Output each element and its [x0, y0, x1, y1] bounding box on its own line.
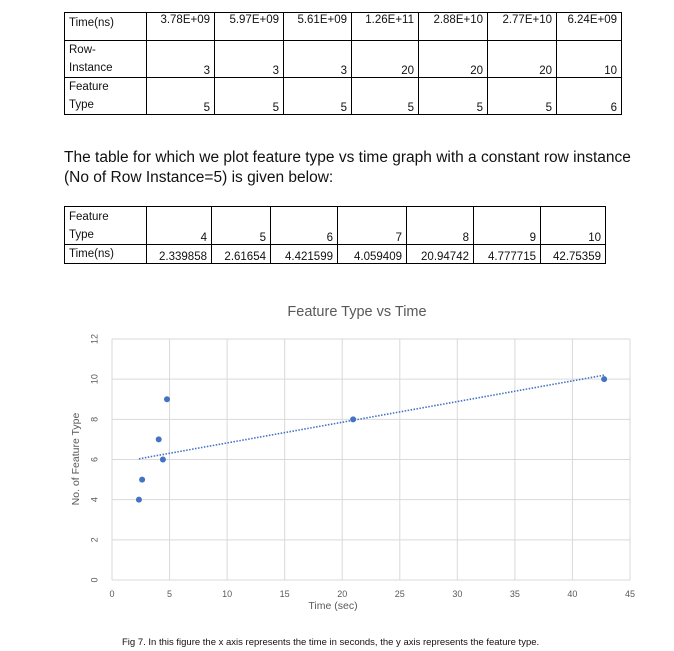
x-tick-label: 45 [625, 589, 635, 599]
table-cell: 5 [418, 77, 488, 115]
body-paragraph: The table for which we plot feature type… [64, 149, 631, 186]
table-row: Row- Instance 3 3 3 20 20 20 10 [64, 40, 622, 78]
x-tick-label: 25 [395, 589, 405, 599]
row-header: Row- Instance [64, 40, 147, 78]
table-cell: 20 [487, 40, 557, 78]
table-cell: 4.777715 [473, 244, 541, 264]
table-row: Feature Type 5 5 5 5 5 5 6 [64, 77, 622, 115]
table-cell: 5 [211, 206, 271, 245]
row-header-line: Type [69, 229, 94, 241]
performance-table: Time(ns) 3.78E+09 5.97E+09 5.61E+09 1.26E+11… [64, 12, 622, 115]
x-tick-label: 0 [109, 589, 114, 599]
table-cell: 4.059409 [337, 244, 407, 264]
y-axis-label: No. of Feature Type [70, 413, 82, 506]
data-point [135, 496, 142, 503]
y-tick-label: 12 [89, 334, 99, 344]
table-cell: 3.78E+09 [146, 12, 215, 41]
trendline [138, 374, 605, 460]
row-header-line: Instance [69, 62, 113, 74]
x-tick-label: 5 [167, 589, 172, 599]
feature-type-vs-time-chart: 0 5 10 15 20 25 30 35 40 45 0 2 4 6 8 10 12 Feature Type … [70, 304, 635, 612]
y-tick-label: 6 [89, 457, 99, 462]
data-point [350, 416, 357, 423]
figure-caption: Fig 7. In this figure the x axis represe… [122, 637, 540, 648]
row-header-line: Type [69, 99, 94, 111]
table-cell: 2.339858 [146, 244, 212, 264]
table-cell: 20 [418, 40, 488, 78]
y-tick-label: 0 [89, 577, 99, 582]
x-tick-label: 10 [222, 589, 232, 599]
x-tick-label: 35 [510, 589, 520, 599]
x-tick-label: 30 [452, 589, 462, 599]
table-cell: 5 [146, 77, 215, 115]
table-cell: 3 [146, 40, 215, 78]
data-point [163, 396, 170, 403]
row-header: Feature Type [64, 77, 147, 115]
row-header-line: Row- [69, 44, 96, 56]
x-axis-label: Time (sec) [308, 600, 357, 612]
table-row: Feature Type 4 5 6 7 8 9 10 [64, 206, 606, 245]
table-cell: 4.421599 [270, 244, 338, 264]
x-tick-label: 15 [280, 589, 290, 599]
table-cell: 2.61654 [211, 244, 271, 264]
table-cell: 6.24E+09 [556, 12, 622, 41]
row-header: Time(ns) [64, 12, 147, 41]
y-tick-label: 10 [89, 374, 99, 384]
table-row: Time(ns) 2.339858 2.61654 4.421599 4.059409 2… [64, 244, 606, 264]
x-tick-label: 40 [567, 589, 577, 599]
table-cell: 10 [556, 40, 622, 78]
table-cell: 42.75359 [540, 244, 606, 264]
feature-time-table: Feature Type 4 5 6 7 8 9 10 Time(ns) 2.339858 2.616… [64, 206, 606, 264]
table-cell: 5.61E+09 [283, 12, 352, 41]
data-point [139, 476, 146, 483]
table-cell: 5 [283, 77, 352, 115]
row-header-line: Feature [69, 211, 109, 223]
table-cell: 6 [270, 206, 338, 245]
table-cell: 2.77E+10 [487, 12, 557, 41]
table-cell: 10 [540, 206, 606, 245]
row-header-line: Time(ns) [69, 17, 114, 29]
y-tick-label: 2 [89, 537, 99, 542]
table-cell: 5 [214, 77, 284, 115]
row-header-line: Feature [69, 81, 109, 93]
row-header: Time(ns) [64, 244, 147, 264]
chart-title: Feature Type vs Time [287, 304, 426, 320]
table-cell: 20.94742 [406, 244, 474, 264]
row-header-line: Time(ns) [69, 248, 114, 260]
data-point [601, 376, 608, 383]
table-cell: 6 [556, 77, 622, 115]
data-point [155, 436, 162, 443]
y-tick-label: 8 [89, 417, 99, 422]
data-point [159, 456, 166, 463]
x-tick-label: 20 [337, 589, 347, 599]
y-tick-label: 4 [89, 497, 99, 502]
table-cell: 5 [487, 77, 557, 115]
table-row: Time(ns) 3.78E+09 5.97E+09 5.61E+09 1.26E+11… [64, 12, 622, 41]
